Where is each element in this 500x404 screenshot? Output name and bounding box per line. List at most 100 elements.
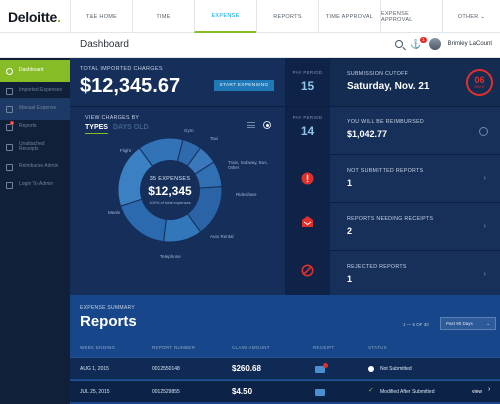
chevron-right-icon: › <box>483 221 486 230</box>
nav-expense[interactable]: EXPENSE <box>194 0 256 33</box>
tab-types[interactable]: TYPES <box>85 124 108 134</box>
segment-label-flight: Flight <box>120 148 132 153</box>
sidebar-item-label: Reports <box>19 123 37 130</box>
submission-cutoff-card: SUBMISSION CUTOFF Saturday, Nov. 21 06 D… <box>330 58 500 106</box>
pay-period-column: PAY PERIOD 15 PAY PERIOD 14 <box>285 58 330 295</box>
column-header-amount[interactable]: CLAIM AMOUNT <box>232 345 270 350</box>
segment-label-telephone: Telephone <box>160 254 181 259</box>
table-row[interactable]: JUL 25, 2015 0012529855 $4.50 ✓ Modified… <box>70 380 500 402</box>
total-charges-label: TOTAL IMPORTED CHARGES <box>80 66 163 72</box>
edit-icon <box>6 105 13 113</box>
reports-icon: 1 <box>6 120 14 131</box>
pay-period-number: 14 <box>300 124 315 138</box>
not-submitted-card[interactable]: NOT SUBMITTED REPORTS 1 › <box>330 154 500 202</box>
card-value: 1 <box>347 274 353 284</box>
card-value: $1,042.77 <box>347 129 388 139</box>
view-charges-label: VIEW CHARGES BY <box>85 115 140 121</box>
column-header-week[interactable]: WEEK ENDING <box>80 345 116 350</box>
pagination-text: 1 — 5 OF 30 <box>403 322 429 327</box>
top-navigation: Deloitte. T&E HOME TIME EXPENSE REPORTS … <box>0 0 500 33</box>
main-nav: T&E HOME TIME EXPENSE REPORTS TIME APPRO… <box>70 0 500 33</box>
segment-label-train: Train, Subway, Bus, Other <box>228 160 268 170</box>
chart-view-icon[interactable] <box>263 121 271 129</box>
cell-number: 0012529855 <box>152 389 180 395</box>
receipt-icon <box>6 143 13 151</box>
rejected-icon <box>301 264 314 277</box>
table-header: WEEK ENDING REPORT NUMBER CLAIM AMOUNT R… <box>70 345 500 355</box>
column-header-receipt[interactable]: RECEIPT <box>313 345 335 350</box>
charges-panel: TOTAL IMPORTED CHARGES $12,345.67 START … <box>70 58 285 295</box>
status-dot-icon <box>368 366 374 372</box>
card-value: 2 <box>347 226 353 236</box>
page-title: Dashboard <box>80 39 129 50</box>
check-icon: ✓ <box>368 387 374 394</box>
divider <box>70 106 285 107</box>
pay-period-number: 15 <box>300 79 315 93</box>
clock-icon <box>479 127 488 136</box>
reports-badge: 1 <box>10 120 14 125</box>
pay-period-label: PAY PERIOD <box>292 70 323 75</box>
brand-logo[interactable]: Deloitte. <box>8 9 61 25</box>
tab-days-old[interactable]: DAYS OLD <box>113 124 149 131</box>
needing-receipts-card[interactable]: REPORTS NEEDING RECEIPTS 2 › <box>330 202 500 250</box>
notification-bell-icon[interactable]: ⚓ 1 <box>410 36 427 49</box>
nav-other[interactable]: OTHER ⌄ <box>442 0 500 33</box>
card-value: Saturday, Nov. 21 <box>347 81 430 92</box>
card-title: REJECTED REPORTS <box>347 264 407 270</box>
view-link[interactable]: view <box>472 389 483 395</box>
card-title: SUBMISSION CUTOFF <box>347 71 409 77</box>
days-remaining-number: 06 <box>474 75 485 85</box>
card-value: 1 <box>347 178 353 188</box>
segment-label-rideshare: Rideshare <box>236 192 257 197</box>
sidebar-item-reports[interactable]: 1 Reports <box>0 116 70 138</box>
notification-badge: 1 <box>420 36 427 43</box>
avatar[interactable] <box>428 38 441 50</box>
segment-label-gym: Gym <box>184 128 194 133</box>
receipt-icon[interactable] <box>315 389 325 396</box>
reports-title: Reports <box>80 313 137 330</box>
receipt-alert-icon[interactable] <box>315 363 328 373</box>
reports-section: EXPENSE SUMMARY Reports 1 — 5 OF 30 Past… <box>70 295 500 404</box>
user-name[interactable]: Brimley LaCount <box>447 41 492 47</box>
nav-te-home[interactable]: T&E HOME <box>70 0 132 33</box>
sidebar-item-imported-expenses[interactable]: Imported Expenses <box>0 80 70 102</box>
nav-time[interactable]: TIME <box>132 0 194 33</box>
dashboard-icon <box>6 67 13 75</box>
column-header-number[interactable]: REPORT NUMBER <box>152 345 196 350</box>
donut-center-count: 35 EXPENSES <box>149 176 191 182</box>
inbox-alert-icon <box>302 216 313 227</box>
donut-center-sub: 100% of total expenses <box>149 200 191 205</box>
table-row[interactable]: AUG 1, 2015 0012550148 $260.68 Not Submi… <box>70 357 500 379</box>
sidebar-item-label: Reimburse Admin <box>19 163 59 170</box>
search-icon[interactable] <box>395 40 404 48</box>
chevron-down-icon: ⌄ <box>486 320 490 326</box>
nav-expense-approval[interactable]: EXPENSE APPROVAL <box>380 0 442 33</box>
segment-label-auto-rental: Auto Rental <box>210 234 234 239</box>
cell-week: JUL 25, 2015 <box>80 389 110 395</box>
segment-label-meals: Meals <box>108 210 121 215</box>
sidebar-item-manual-expense[interactable]: Manual Expense <box>0 98 70 120</box>
card-title: YOU WILL BE REIMBURSED <box>347 119 425 125</box>
days-remaining-badge: 06 DAYS <box>466 69 493 96</box>
list-view-icon[interactable] <box>247 122 255 128</box>
sidebar-item-unattached-receipts[interactable]: Unattached Receipts <box>0 136 70 158</box>
cell-amount: $260.68 <box>232 364 261 373</box>
reimbursed-card[interactable]: YOU WILL BE REIMBURSED $1,042.77 <box>330 106 500 154</box>
header-actions: ⚓ 1 Brimley LaCount <box>395 36 492 50</box>
sidebar-item-dashboard[interactable]: Dashboard <box>0 60 70 82</box>
chevron-right-icon[interactable]: › <box>488 386 491 393</box>
pay-period-previous: PAY PERIOD 14 <box>285 115 330 138</box>
pay-period-label: PAY PERIOD <box>292 115 323 120</box>
nav-reports[interactable]: REPORTS <box>256 0 318 33</box>
donut-svg <box>117 138 223 243</box>
cell-week: AUG 1, 2015 <box>80 366 109 372</box>
rejected-reports-card[interactable]: REJECTED REPORTS 1 › <box>330 250 500 295</box>
donut-center-amount: $12,345 <box>148 184 192 198</box>
sidebar-item-login-to-admin[interactable]: Login To Admin <box>0 174 70 196</box>
column-header-status[interactable]: STATUS <box>368 345 387 350</box>
segment-label-taxi: Taxi <box>210 136 219 141</box>
sidebar-item-reimburse-admin[interactable]: Reimburse Admin <box>0 156 70 178</box>
date-range-select[interactable]: Past 90 Days ⌄ <box>440 317 496 330</box>
nav-time-approval[interactable]: TIME APPROVAL <box>318 0 380 33</box>
start-expensing-button[interactable]: START EXPENSING <box>214 80 274 91</box>
